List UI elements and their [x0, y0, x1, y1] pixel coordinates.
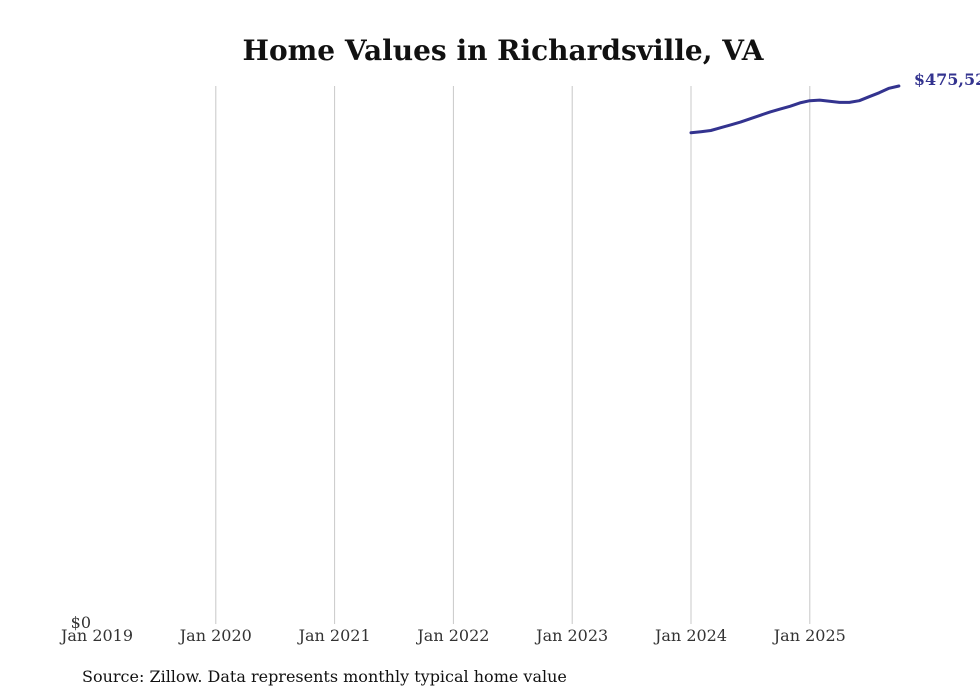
series-group: [689, 84, 901, 135]
source-note: Source: Zillow. Data represents monthly …: [82, 667, 567, 686]
y-tick-label: $0: [71, 613, 91, 632]
y-axis-tick-labels: $0: [71, 613, 91, 632]
x-tick-label: Jan 2022: [415, 626, 489, 645]
x-tick-label: Jan 2023: [534, 626, 608, 645]
x-tick-label: Jan 2025: [772, 626, 846, 645]
x-tick-label: Jan 2020: [178, 626, 252, 645]
chart-title: Home Values in Richardsville, VA: [243, 34, 765, 67]
x-gridlines: [215, 86, 811, 624]
x-axis-tick-labels: Jan 2019 Jan 2020 Jan 2021 Jan 2022 Jan 2023…: [59, 626, 846, 645]
x-tick-label: Jan 2019: [59, 626, 133, 645]
series-line: [689, 84, 901, 135]
end-value-label: $475,52: [914, 70, 980, 89]
x-tick-label: Jan 2021: [297, 626, 371, 645]
x-tick-label: Jan 2024: [653, 626, 727, 645]
